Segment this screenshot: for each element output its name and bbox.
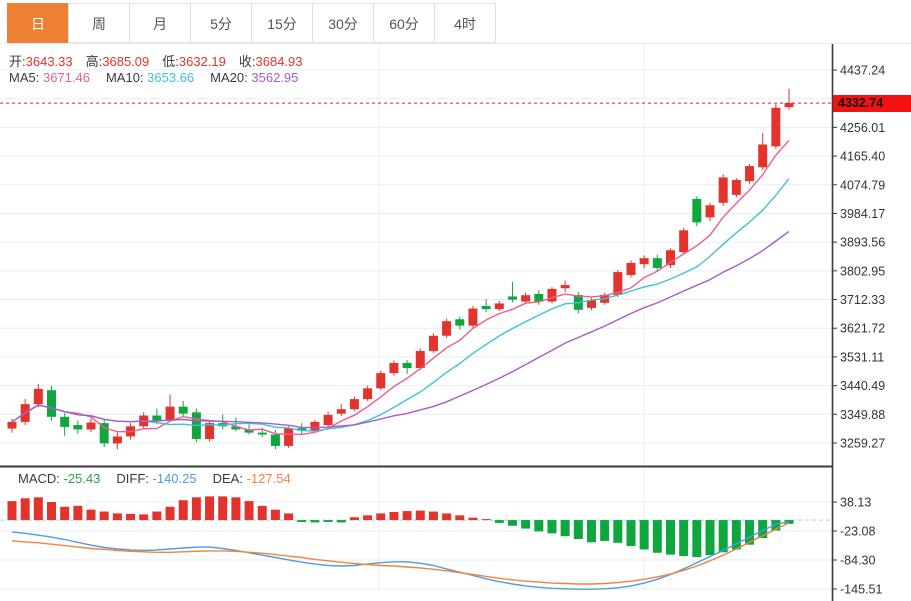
ma20-line [11, 230, 790, 429]
axis-tick-label: 4074.79 [840, 178, 885, 192]
axis-tick-label: -145.51 [840, 583, 882, 597]
low-value: 3632.19 [178, 54, 226, 69]
diff-label: DIFF: [116, 471, 149, 486]
axis-tick-label: 3349.88 [840, 408, 885, 422]
axis-tick-label: 4165.40 [840, 150, 885, 164]
period-tab-1[interactable]: 周 [68, 3, 130, 43]
axis-tick-label: 38.13 [840, 496, 871, 510]
macd-legend: MACD: -25.43 DIFF: -140.25 DEA: -127.54 [18, 471, 307, 486]
period-tab-4[interactable]: 15分 [251, 3, 313, 43]
ma-legend: MA5: 3671.46 MA10: 3653.66 MA20: 3562.95 [9, 70, 314, 85]
axis-tick-label: 3621.72 [840, 322, 885, 336]
macd-histogram [7, 496, 794, 558]
diff-line [11, 520, 790, 590]
ma10-line [11, 178, 790, 432]
current-price-badge: 4332.74 [833, 95, 911, 112]
ma20-label: MA20: [210, 70, 248, 85]
ma5-line [11, 139, 790, 436]
high-value: 3685.09 [102, 54, 150, 69]
axis-tick-label: 3712.33 [840, 293, 885, 307]
period-tab-6[interactable]: 60分 [373, 3, 435, 43]
gridlines [0, 44, 832, 590]
ma10-label: MA10: [105, 70, 144, 85]
close-value: 3684.93 [255, 54, 303, 69]
dea-value: -127.54 [246, 471, 291, 486]
dea-line [11, 522, 790, 585]
ma5-value: 3671.46 [42, 70, 90, 85]
axis-tick-label: -23.08 [840, 524, 875, 538]
low-label: 低: [162, 54, 179, 69]
ohlc-legend: 开:3643.33 高:3685.09 低:3632.19 收:3684.93 [9, 51, 316, 70]
open-value: 3643.33 [25, 54, 73, 69]
axis-tick-label: 3984.17 [840, 207, 885, 221]
axis-tick-label: 4256.01 [840, 121, 885, 135]
dea-label: DEA: [212, 471, 243, 486]
period-tab-3[interactable]: 5分 [190, 3, 252, 43]
open-label: 开: [9, 54, 26, 69]
axis-tick-label: 3531.11 [840, 350, 884, 364]
axis-tick-labels: 4437.24 4256.01 4165.40 4074.79 3984.17 3893.… [832, 64, 885, 597]
macd-label: MACD: [18, 471, 60, 486]
period-tab-7[interactable]: 4时 [434, 3, 496, 43]
ma10-value: 3653.66 [147, 70, 195, 85]
period-toolbar: 日周月 5分 15分 30分 60分 4时 [7, 3, 496, 43]
period-tab-2[interactable]: 月 [129, 3, 191, 43]
high-label: 高: [85, 54, 103, 69]
ma5-label: MA5: [9, 70, 40, 85]
axis-tick-label: 3893.56 [840, 236, 885, 250]
axis-tick-label: 3259.27 [840, 437, 885, 451]
ma20-value: 3562.95 [251, 70, 299, 85]
close-label: 收: [238, 54, 256, 69]
axis-tick-label: -84.30 [840, 554, 875, 568]
candles [7, 88, 794, 450]
period-tab-5[interactable]: 30分 [312, 3, 374, 43]
axis-tick-label: 4437.24 [840, 64, 885, 78]
toolbar-divider [0, 43, 911, 44]
macd-value: -25.43 [63, 471, 101, 486]
period-tab-0[interactable]: 日 [7, 3, 69, 43]
axis-tick-label: 3802.95 [840, 264, 885, 278]
diff-value: -140.25 [152, 471, 197, 486]
axis-tick-label: 3440.49 [840, 379, 885, 393]
